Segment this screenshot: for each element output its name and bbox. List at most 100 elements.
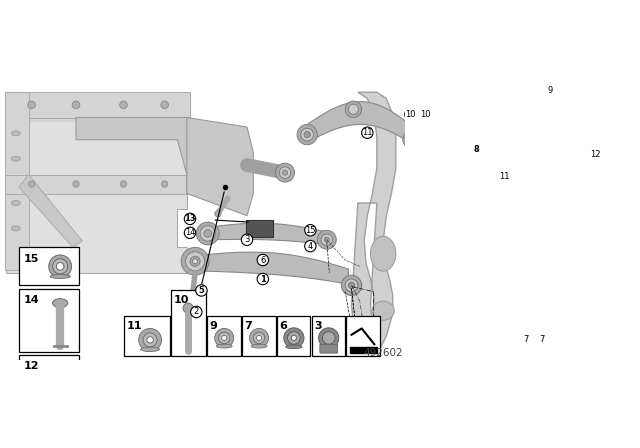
- Text: 7: 7: [523, 336, 529, 345]
- Circle shape: [589, 149, 601, 160]
- Circle shape: [204, 230, 212, 237]
- Circle shape: [56, 263, 64, 270]
- Circle shape: [536, 334, 547, 345]
- Ellipse shape: [285, 345, 302, 349]
- Circle shape: [341, 275, 362, 296]
- Circle shape: [345, 279, 358, 292]
- Circle shape: [250, 328, 269, 348]
- Circle shape: [404, 109, 416, 120]
- Polygon shape: [5, 92, 29, 270]
- Circle shape: [470, 143, 482, 155]
- Circle shape: [218, 332, 230, 344]
- Circle shape: [241, 234, 253, 246]
- Circle shape: [139, 328, 161, 351]
- Text: 12: 12: [590, 151, 600, 159]
- Polygon shape: [307, 102, 412, 144]
- Circle shape: [297, 125, 317, 145]
- Text: 11: 11: [500, 172, 510, 181]
- Circle shape: [196, 222, 219, 245]
- Polygon shape: [196, 252, 348, 284]
- Text: 4: 4: [308, 241, 313, 250]
- Circle shape: [191, 306, 202, 318]
- Circle shape: [324, 237, 330, 242]
- Circle shape: [120, 101, 127, 109]
- Circle shape: [317, 230, 336, 249]
- Circle shape: [348, 104, 358, 114]
- Text: 15: 15: [305, 226, 316, 235]
- Circle shape: [72, 101, 80, 109]
- Text: 9: 9: [547, 86, 552, 95]
- Ellipse shape: [12, 201, 20, 206]
- Polygon shape: [351, 92, 396, 349]
- FancyBboxPatch shape: [171, 290, 206, 356]
- Circle shape: [52, 259, 68, 274]
- Circle shape: [275, 163, 294, 182]
- Polygon shape: [6, 95, 187, 273]
- Circle shape: [305, 241, 316, 252]
- Circle shape: [143, 333, 157, 347]
- Circle shape: [362, 127, 373, 138]
- Circle shape: [190, 256, 200, 267]
- Text: 8: 8: [474, 145, 479, 154]
- Circle shape: [221, 336, 227, 340]
- Circle shape: [279, 167, 291, 178]
- Polygon shape: [6, 92, 190, 117]
- Polygon shape: [187, 117, 253, 215]
- Text: 13: 13: [184, 214, 196, 224]
- Ellipse shape: [12, 226, 20, 231]
- Text: 1: 1: [260, 275, 266, 284]
- Text: 12: 12: [24, 362, 40, 371]
- Text: 2: 2: [194, 307, 199, 316]
- Circle shape: [28, 101, 35, 109]
- Ellipse shape: [52, 365, 68, 373]
- FancyBboxPatch shape: [276, 316, 310, 356]
- Circle shape: [147, 336, 153, 343]
- FancyBboxPatch shape: [320, 344, 337, 353]
- FancyBboxPatch shape: [19, 289, 79, 352]
- Circle shape: [181, 247, 209, 275]
- Text: 9: 9: [210, 321, 218, 331]
- Circle shape: [406, 134, 417, 146]
- Text: 10: 10: [420, 110, 431, 119]
- Circle shape: [403, 131, 420, 149]
- Circle shape: [49, 255, 72, 278]
- Circle shape: [323, 332, 335, 344]
- Circle shape: [257, 336, 262, 340]
- Circle shape: [304, 131, 310, 138]
- FancyBboxPatch shape: [19, 355, 79, 406]
- Circle shape: [345, 101, 362, 117]
- Text: 492602: 492602: [364, 348, 403, 358]
- Ellipse shape: [12, 131, 20, 136]
- Ellipse shape: [372, 301, 394, 320]
- FancyBboxPatch shape: [242, 316, 275, 356]
- Text: 6: 6: [279, 321, 287, 331]
- Circle shape: [29, 181, 35, 187]
- Text: 11: 11: [362, 128, 372, 137]
- FancyBboxPatch shape: [19, 247, 79, 285]
- Ellipse shape: [141, 347, 159, 352]
- Circle shape: [214, 328, 234, 348]
- Text: 7: 7: [539, 336, 544, 345]
- Circle shape: [161, 181, 168, 187]
- Polygon shape: [76, 117, 196, 194]
- Circle shape: [184, 227, 196, 238]
- FancyBboxPatch shape: [346, 316, 380, 356]
- Text: 6: 6: [260, 255, 266, 264]
- FancyBboxPatch shape: [312, 316, 345, 356]
- Circle shape: [189, 293, 196, 299]
- Circle shape: [257, 254, 269, 266]
- Ellipse shape: [371, 236, 396, 271]
- Circle shape: [193, 259, 198, 264]
- Circle shape: [200, 226, 215, 241]
- Polygon shape: [5, 175, 187, 194]
- Ellipse shape: [52, 299, 68, 307]
- FancyBboxPatch shape: [207, 316, 241, 356]
- Circle shape: [282, 170, 287, 175]
- Circle shape: [319, 328, 339, 348]
- Circle shape: [305, 224, 316, 236]
- Circle shape: [161, 101, 168, 109]
- Circle shape: [73, 181, 79, 187]
- Ellipse shape: [50, 275, 70, 278]
- Circle shape: [196, 285, 207, 296]
- Circle shape: [287, 332, 300, 344]
